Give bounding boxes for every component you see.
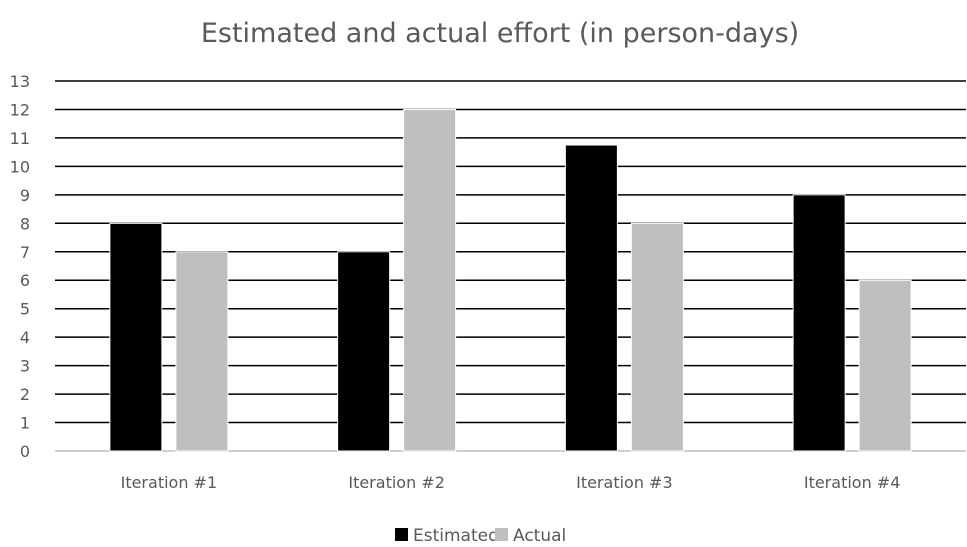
- y-tick-label: 8: [20, 214, 30, 233]
- y-tick-label: 2: [20, 385, 30, 404]
- y-tick-label: 10: [10, 157, 30, 176]
- x-tick-label: Iteration #1: [121, 473, 218, 492]
- bar-actual-1: [175, 251, 229, 452]
- y-tick-label: 3: [20, 357, 30, 376]
- bars: [109, 108, 912, 452]
- bar-estimated-1: [109, 222, 163, 452]
- y-tick-label: 7: [20, 243, 30, 262]
- y-tick-label: 4: [20, 328, 30, 347]
- bar-estimated-2: [337, 251, 391, 452]
- bar-actual-3: [630, 222, 684, 452]
- y-tick-label: 6: [20, 271, 30, 290]
- y-tick-label: 0: [20, 442, 30, 461]
- x-axis-labels: Iteration #1 Iteration #2 Iteration #3 Iter…: [121, 473, 901, 492]
- y-tick-label: 11: [10, 129, 30, 148]
- legend-label-actual: Actual: [513, 526, 566, 546]
- y-tick-label: 13: [10, 72, 30, 91]
- y-tick-label: 5: [20, 300, 30, 319]
- legend: Estimated Actual: [395, 526, 566, 546]
- y-tick-label: 12: [10, 100, 30, 119]
- x-tick-label: Iteration #4: [804, 473, 901, 492]
- y-tick-label: 1: [20, 414, 30, 433]
- legend-swatch-estimated: [395, 528, 408, 541]
- x-tick-label: Iteration #3: [576, 473, 673, 492]
- bar-actual-2: [403, 108, 457, 452]
- chart-title: Estimated and actual effort (in person-d…: [201, 18, 799, 49]
- y-tick-label: 9: [20, 186, 30, 205]
- bar-estimated-4: [792, 194, 846, 452]
- legend-swatch-actual: [495, 528, 508, 541]
- bar-actual-4: [858, 279, 912, 452]
- legend-label-estimated: Estimated: [413, 526, 499, 546]
- x-tick-label: Iteration #2: [348, 473, 445, 492]
- bar-estimated-3: [564, 144, 618, 452]
